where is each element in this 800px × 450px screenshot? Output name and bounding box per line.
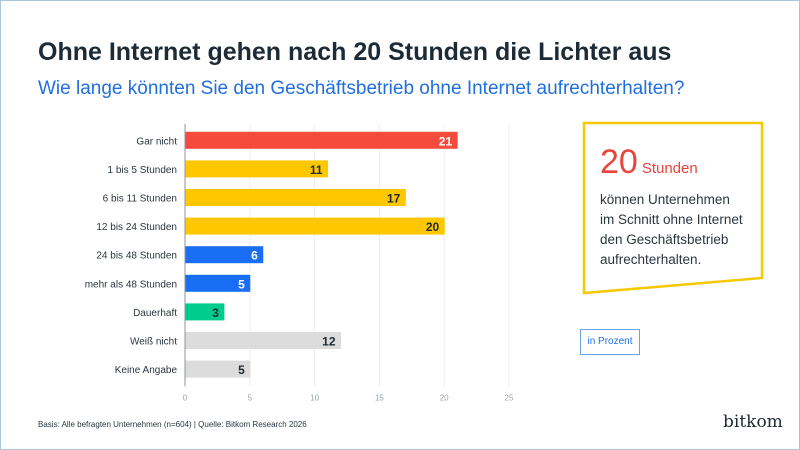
data-label: 5 <box>238 363 245 377</box>
category-label: 1 bis 5 Stunden <box>108 165 178 176</box>
unit-label: in Prozent <box>580 329 640 355</box>
data-label: 21 <box>439 134 453 148</box>
bar <box>185 160 329 178</box>
bitkom-logo: bitkom <box>723 412 783 432</box>
bar <box>185 332 342 349</box>
data-label: 17 <box>387 192 401 206</box>
callout-line: können Unternehmen <box>600 192 730 207</box>
x-tick-label: 15 <box>375 393 384 402</box>
category-label: Gar nicht <box>136 136 177 147</box>
category-label: Dauerhaft <box>133 308 177 319</box>
callout-line: den Geschäftsbetrieb <box>600 232 729 247</box>
callout-line: aufrechterhalten. <box>600 252 702 267</box>
data-label: 3 <box>212 306 219 320</box>
category-label: Keine Angabe <box>115 365 178 376</box>
data-label: 6 <box>251 249 258 263</box>
data-label: 20 <box>426 220 440 234</box>
x-tick-label: 25 <box>505 393 514 402</box>
bar <box>185 303 225 321</box>
category-label: 24 bis 48 Stunden <box>96 251 177 262</box>
bar <box>185 189 406 206</box>
callout-headline: 20 Stunden <box>600 143 698 182</box>
category-label: 6 bis 11 Stunden <box>103 194 177 205</box>
bar <box>185 274 251 292</box>
page-title: Ohne Internet gehen nach 20 Stunden die … <box>38 38 672 66</box>
callout-text: können Unternehmen im Schnitt ohne Inter… <box>600 190 743 270</box>
x-tick-label: 5 <box>248 393 253 402</box>
bar <box>185 217 445 235</box>
x-tick-label: 0 <box>183 393 188 402</box>
footer-source: Basis: Alle befragten Unternehmen (n=604… <box>38 420 307 429</box>
data-label: 12 <box>322 335 336 349</box>
callout-line: im Schnitt ohne Internet <box>600 212 743 227</box>
bar <box>185 246 264 264</box>
bar <box>185 360 251 378</box>
category-label: Weiß nicht <box>130 337 177 348</box>
page-subtitle: Wie lange könnten Sie den Geschäftsbetri… <box>38 78 685 99</box>
x-tick-label: 20 <box>440 393 449 402</box>
callout-border <box>582 121 764 295</box>
data-label: 11 <box>310 163 323 177</box>
bar <box>185 131 458 149</box>
category-label: mehr als 48 Stunden <box>85 279 177 290</box>
callout-number: 20 <box>600 143 638 181</box>
category-label: 12 bis 24 Stunden <box>96 222 177 233</box>
callout-unit: Stunden <box>641 160 698 177</box>
data-label: 5 <box>238 277 245 291</box>
x-tick-label: 10 <box>310 393 319 402</box>
